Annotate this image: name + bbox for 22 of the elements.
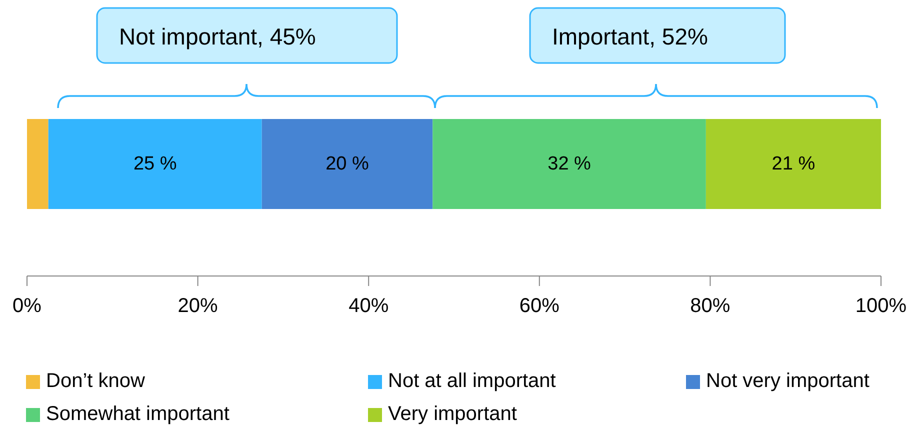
bar — [706, 119, 881, 209]
x-tick-label: 80% — [690, 295, 730, 318]
text: Important, 52% — [552, 24, 708, 50]
data-label: 21 % — [772, 154, 816, 174]
x-tick-label: 100% — [855, 295, 907, 318]
bar — [48, 119, 262, 209]
bar — [27, 119, 48, 209]
x-tick-label: 40% — [348, 295, 389, 318]
data-label: 32 % — [548, 154, 592, 174]
legend-label: Don’t know — [46, 370, 145, 393]
data-label: 25 % — [133, 154, 177, 174]
bar — [432, 119, 706, 209]
bar — [262, 119, 433, 209]
legend-label: Not at all important — [388, 370, 556, 393]
x-tick-label: 20% — [178, 295, 218, 318]
legend-label: Not very important — [706, 370, 870, 393]
data-label: 20 % — [326, 154, 370, 174]
legend-label: Somewhat important — [46, 403, 230, 426]
text: Not important, 45% — [119, 24, 316, 50]
x-tick-label: 60% — [519, 295, 560, 318]
x-tick-label: 0% — [12, 295, 42, 318]
legend-label: Very important — [388, 403, 517, 426]
